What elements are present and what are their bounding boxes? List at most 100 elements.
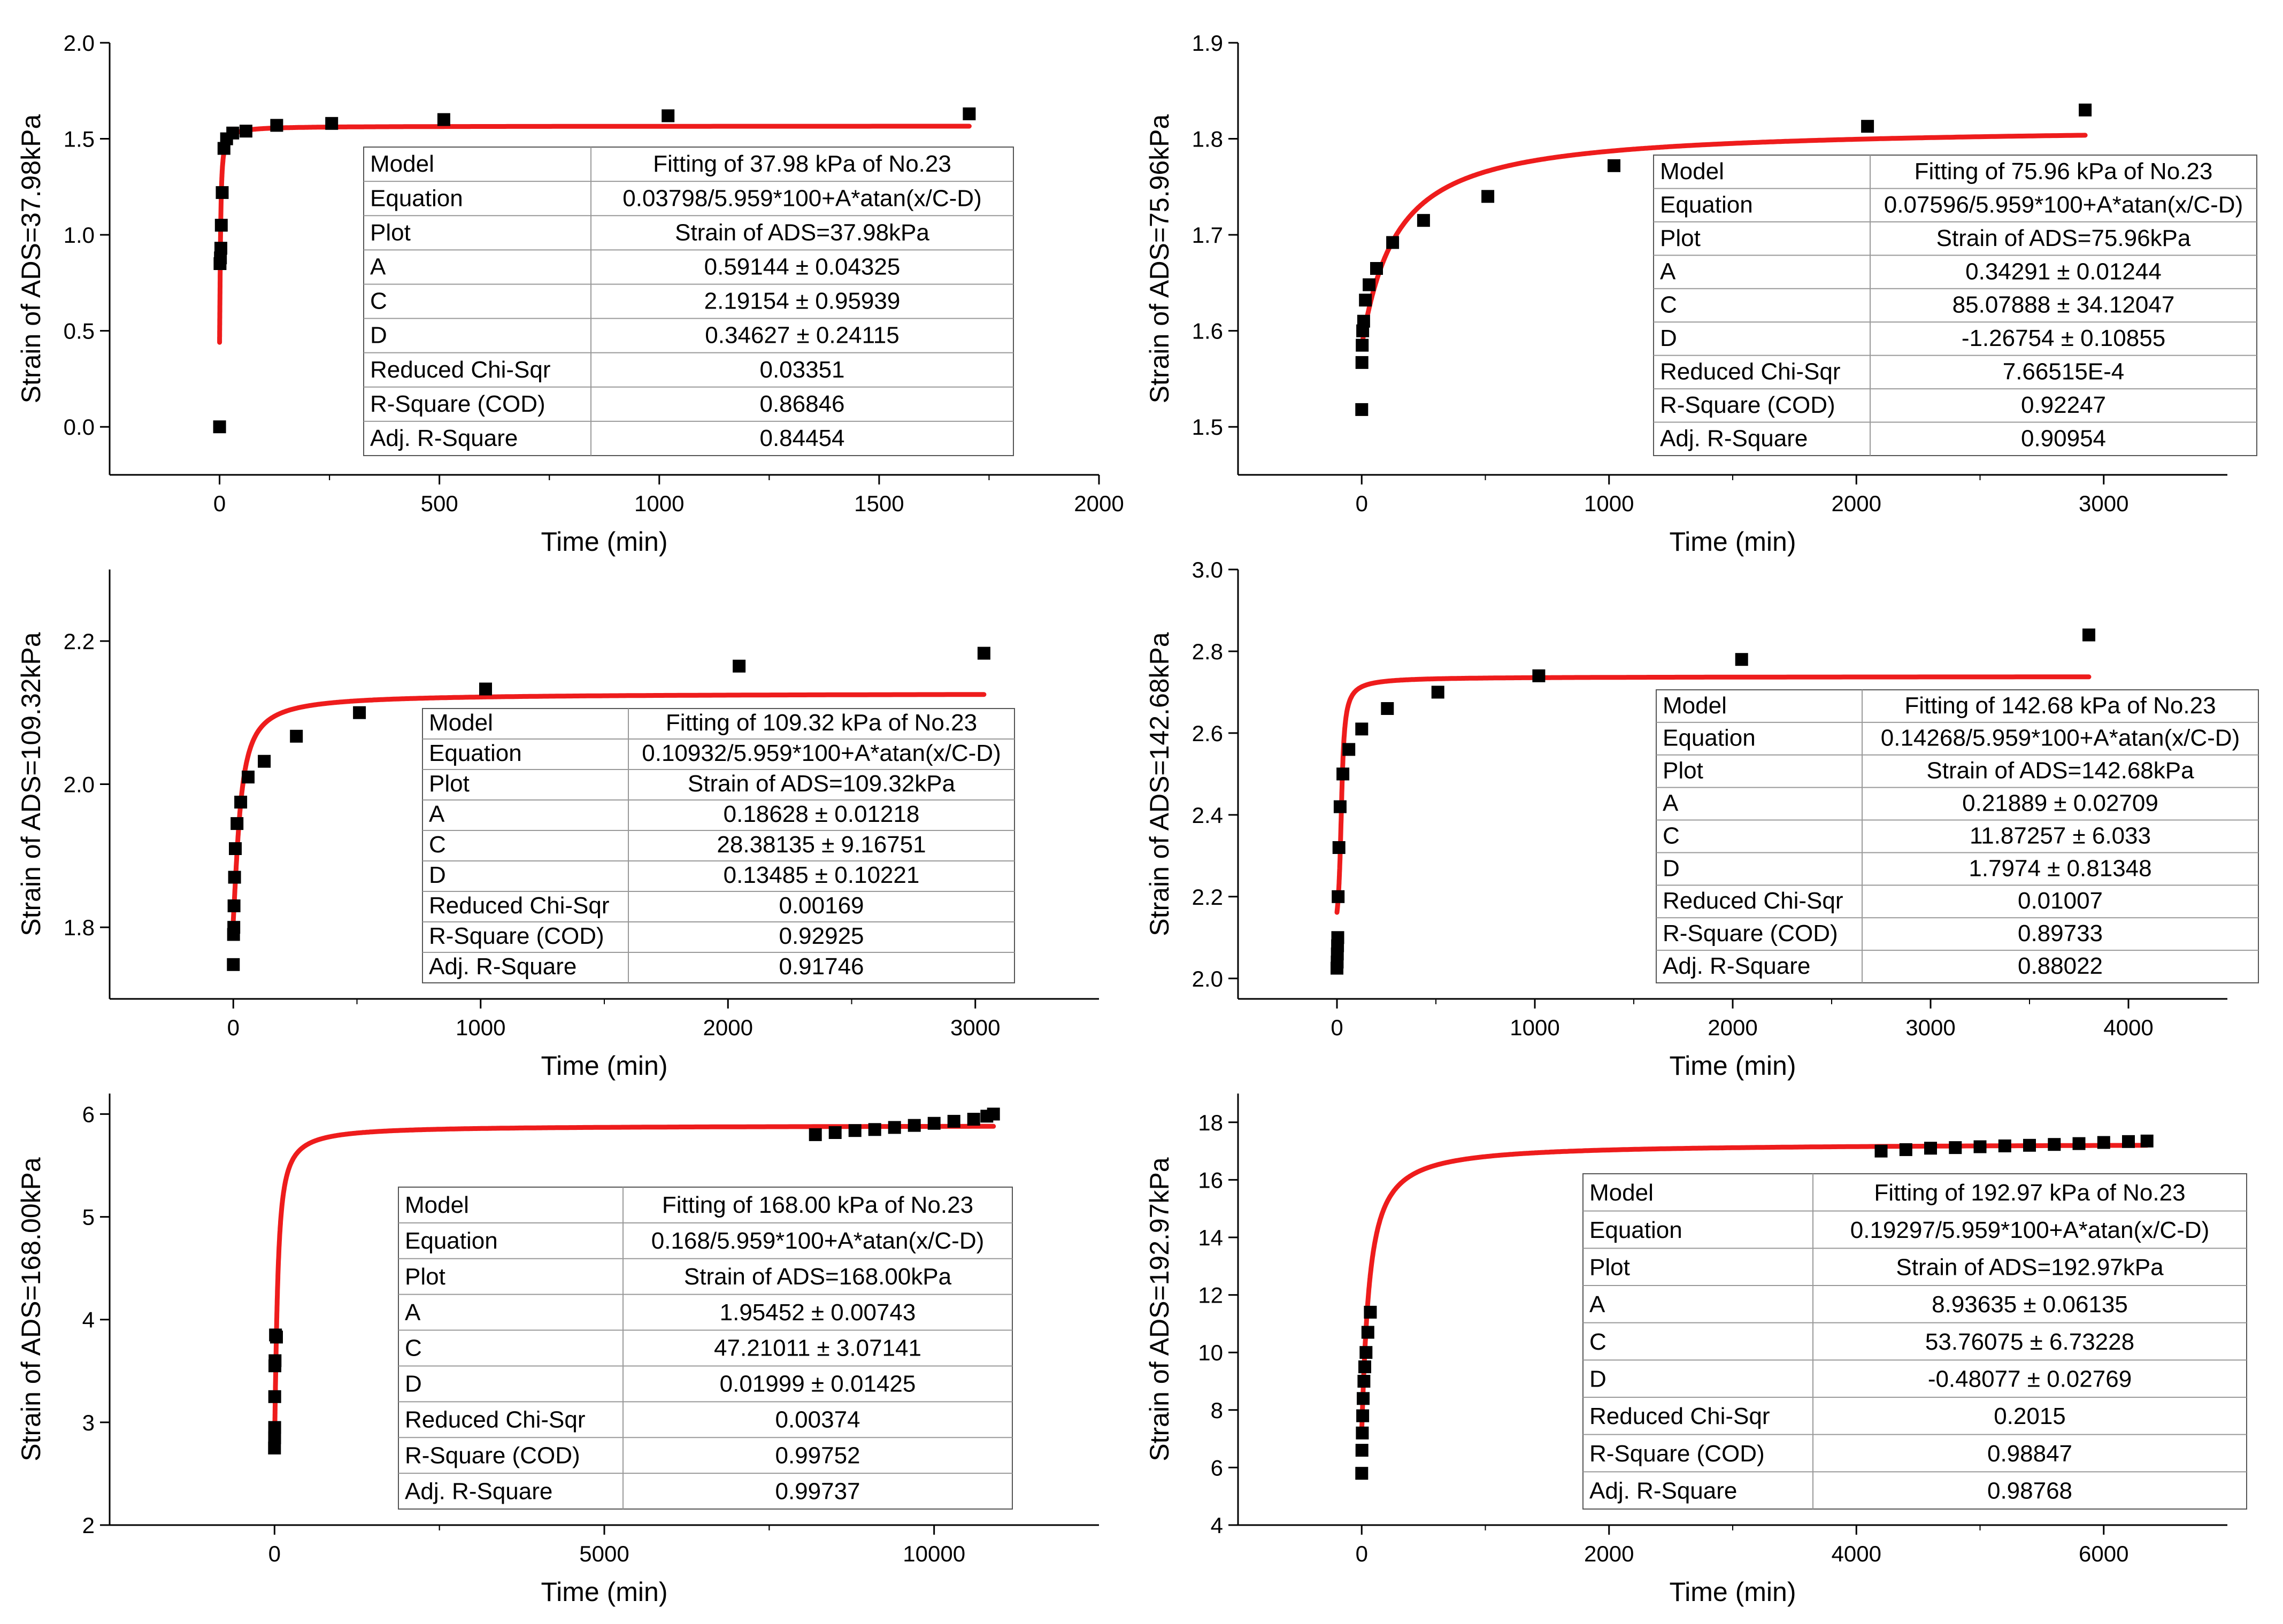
data-point <box>229 842 242 855</box>
fit-table-value: 0.92247 <box>2021 392 2106 418</box>
data-point <box>662 109 675 122</box>
x-tick-label: 0 <box>213 491 226 516</box>
x-tick-label: 2000 <box>703 1015 753 1040</box>
data-point <box>214 219 228 232</box>
chart-panel-middle-left: 0 1000 2000 3000 1.8 2.0 2.2 Time (min) Strain o… <box>16 569 1099 1081</box>
fit-table-key: Reduced Chi-Sqr <box>1663 888 1843 914</box>
fit-table-value: 0.18628 ± 0.01218 <box>724 801 920 827</box>
fit-table: Model Fitting of 192.97 kPa of No.23 Equat… <box>1582 1173 2247 1510</box>
data-point <box>1332 890 1345 903</box>
fit-table-key: D <box>405 1371 422 1397</box>
y-tick-label: 1.5 <box>1192 414 1223 440</box>
data-point <box>2048 1138 2061 1151</box>
data-point <box>325 117 339 130</box>
x-tick-label: 3000 <box>2079 491 2128 516</box>
fit-table-key: Reduced Chi-Sqr <box>1660 359 1841 385</box>
x-tick-label: 1000 <box>634 491 684 516</box>
fit-table-key: C <box>1660 292 1677 318</box>
fit-table-value: 0.168/5.959*100+A*atan(x/C-D) <box>651 1228 985 1254</box>
data-point <box>228 871 241 884</box>
x-axis-title: Time (min) <box>541 1577 667 1607</box>
fit-table-value: 0.34291 ± 0.01244 <box>1965 258 2162 284</box>
fit-table-key: A <box>1589 1291 1605 1318</box>
fit-table-value: 0.2015 <box>1994 1403 2066 1429</box>
x-tick-label: 3000 <box>950 1015 1000 1040</box>
y-tick-label: 14 <box>1198 1225 1223 1250</box>
fit-table-key: R-Square (COD) <box>1589 1441 1765 1467</box>
fit-table-key: C <box>405 1335 422 1361</box>
fit-table-key: Adj. R-Square <box>1663 953 1810 979</box>
fit-table-value: 0.14268/5.959*100+A*atan(x/C-D) <box>1881 725 2240 751</box>
data-point <box>1358 1360 1371 1374</box>
data-point <box>1899 1143 1912 1156</box>
fit-table-value: 53.76075 ± 6.73228 <box>1925 1329 2134 1355</box>
fit-table-key: Model <box>1663 692 1727 719</box>
y-tick-label: 18 <box>1198 1110 1223 1135</box>
fit-table-key: D <box>1660 325 1677 351</box>
x-tick-label: 4000 <box>1832 1541 1881 1566</box>
y-tick-label: 16 <box>1198 1167 1223 1192</box>
fit-table-key: Equation <box>1589 1217 1682 1243</box>
x-tick-label: 2000 <box>1832 491 1881 516</box>
data-point <box>1342 743 1356 756</box>
y-tick-label: 2.2 <box>64 629 95 654</box>
data-point <box>1417 214 1430 227</box>
x-axis-title: Time (min) <box>541 1051 667 1081</box>
data-point <box>1364 1305 1377 1319</box>
y-tick-label: 2.0 <box>64 772 95 797</box>
y-tick-label: 1.7 <box>1192 222 1223 248</box>
y-axis-title: Strain of ADS=192.97kPa <box>1144 1157 1174 1461</box>
y-tick-label: 2.8 <box>1192 639 1223 664</box>
fit-curve <box>272 1123 996 1448</box>
fit-table-value: -1.26754 ± 0.10855 <box>1962 325 2165 351</box>
data-point <box>1949 1141 1962 1154</box>
fit-table-key: Reduced Chi-Sqr <box>1589 1403 1770 1429</box>
data-point <box>908 1119 921 1132</box>
data-point <box>1355 1444 1369 1457</box>
data-point <box>268 1354 282 1367</box>
data-point <box>1363 278 1376 291</box>
x-tick-label: 500 <box>421 491 458 516</box>
x-tick-label: 2000 <box>1584 1541 1634 1566</box>
data-point <box>1332 841 1346 854</box>
fit-table-value: Fitting of 75.96 kPa of No.23 <box>1915 158 2213 184</box>
fit-table-value: Fitting of 142.68 kPa of No.23 <box>1904 692 2216 719</box>
y-tick-label: 2.4 <box>1192 803 1223 828</box>
data-point <box>1924 1142 1937 1155</box>
data-point <box>1357 1392 1370 1405</box>
fit-table-key: D <box>370 322 387 349</box>
fit-table-value: 0.00374 <box>775 1406 860 1433</box>
data-point <box>268 1421 281 1434</box>
data-point <box>1356 1409 1370 1422</box>
fit-table-value: 0.03798/5.959*100+A*atan(x/C-D) <box>622 185 981 211</box>
data-point <box>733 659 746 673</box>
fit-table-value: 0.91746 <box>779 953 864 980</box>
fit-table-value: Strain of ADS=109.32kPa <box>688 771 956 797</box>
data-point <box>947 1114 960 1128</box>
data-point <box>828 1126 842 1139</box>
fit-table-key: Plot <box>1663 758 1703 784</box>
x-tick-label: 6000 <box>2079 1541 2128 1566</box>
y-tick-label: 0.5 <box>64 319 95 344</box>
fit-table-value: Fitting of 37.98 kPa of No.23 <box>653 151 951 177</box>
fit-table-key: Adj. R-Square <box>370 425 518 451</box>
y-axis-title: Strain of ADS=75.96kPa <box>1144 114 1174 403</box>
data-point <box>1481 190 1495 203</box>
fit-table: Model Fitting of 168.00 kPa of No.23 Equat… <box>398 1187 1013 1510</box>
fit-table-value: 2.19154 ± 0.95939 <box>704 288 901 314</box>
fit-table-key: Plot <box>1589 1254 1630 1280</box>
fit-curve <box>230 692 987 923</box>
fit-table-value: 0.90954 <box>2021 426 2106 452</box>
x-axis-title: Time (min) <box>541 527 667 557</box>
data-point <box>234 796 248 809</box>
y-tick-label: 2.0 <box>64 30 95 56</box>
y-tick-label: 5 <box>82 1205 95 1230</box>
fit-table: Model Fitting of 109.32 kPa of No.23 Equat… <box>422 708 1015 983</box>
fit-table-value: -0.48077 ± 0.02769 <box>1928 1366 2132 1392</box>
y-tick-label: 1.6 <box>1192 319 1223 344</box>
y-tick-label: 2 <box>82 1513 95 1538</box>
x-tick-label: 0 <box>268 1541 281 1566</box>
fit-table-value: 0.13485 ± 0.10221 <box>724 862 920 888</box>
data-point <box>1381 702 1394 715</box>
fit-table-key: Plot <box>429 771 470 797</box>
